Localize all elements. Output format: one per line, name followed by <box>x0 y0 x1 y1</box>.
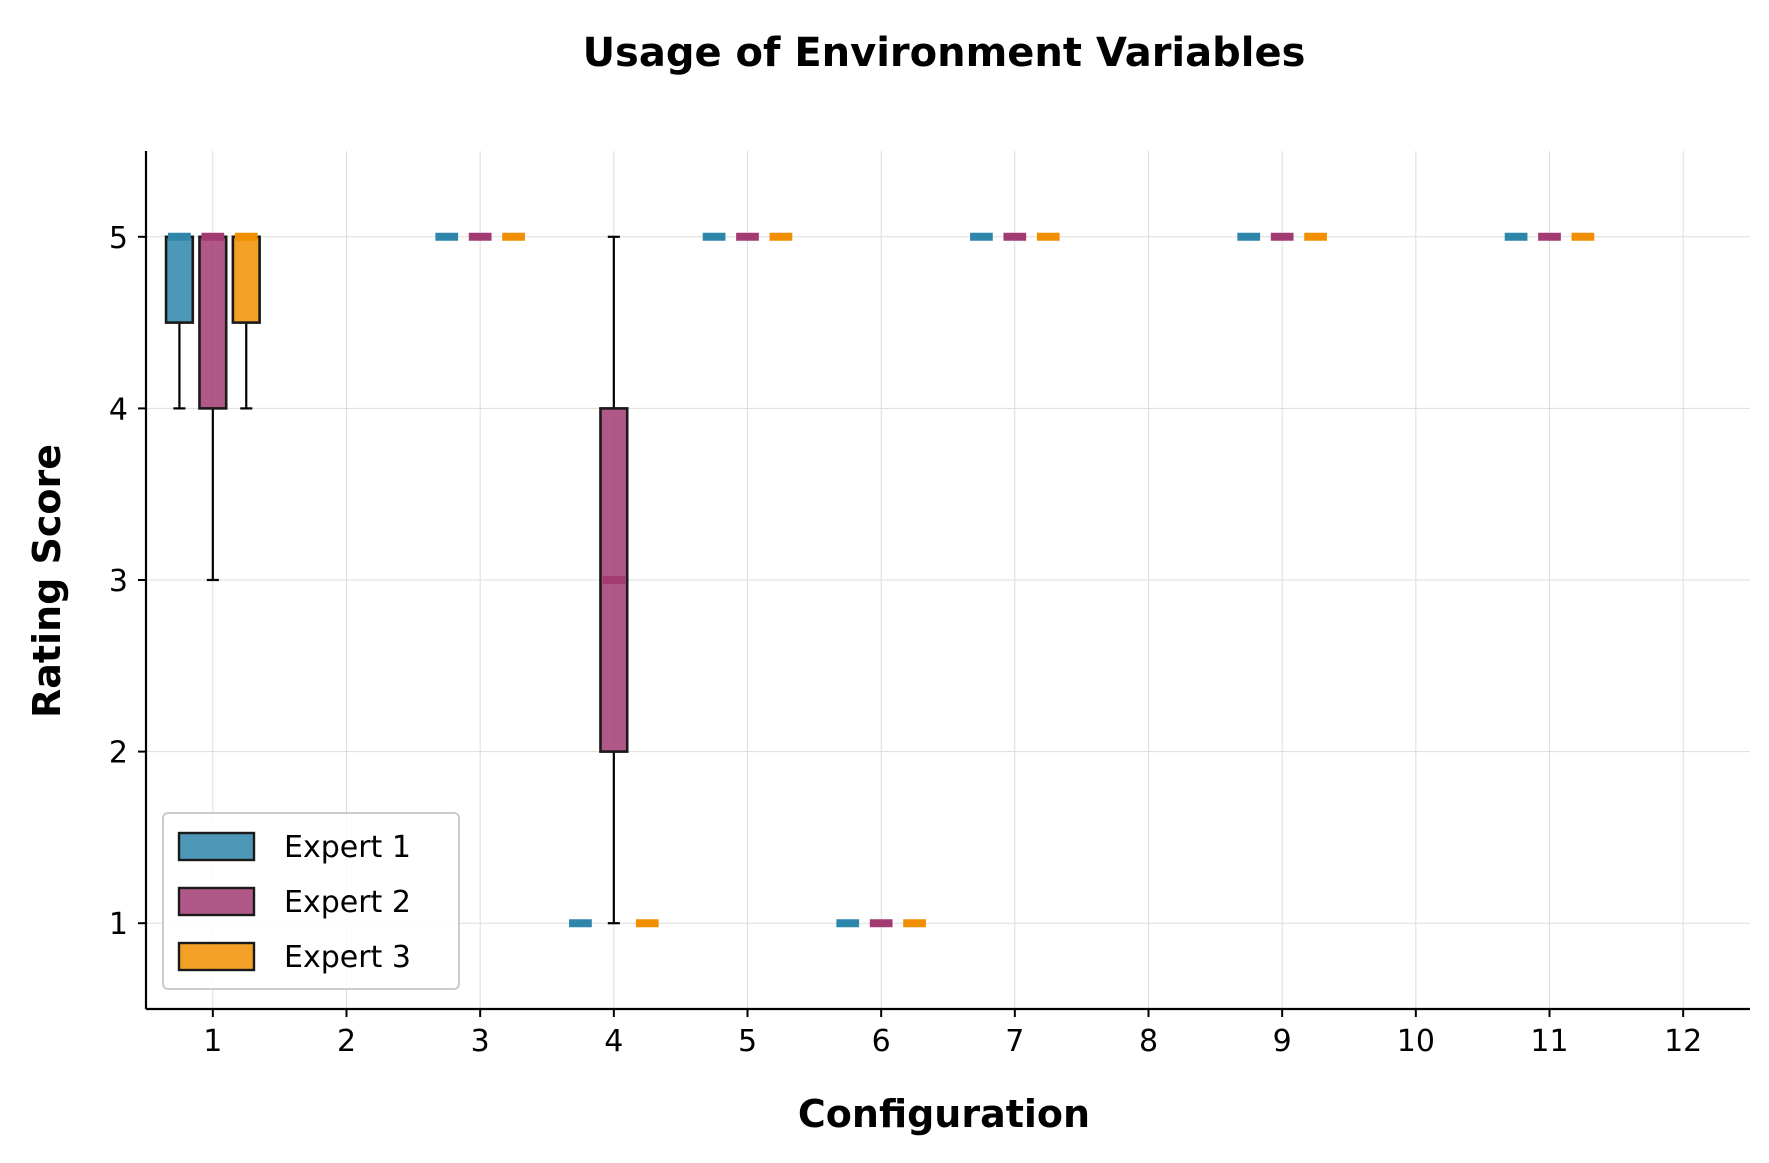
axes <box>138 151 1750 1017</box>
box-expert-3-config-1 <box>231 232 261 410</box>
x-tick-label: 8 <box>1139 1024 1158 1059</box>
x-tick-label: 7 <box>1005 1024 1024 1059</box>
box-body <box>164 235 195 324</box>
x-tick-label: 9 <box>1273 1024 1292 1059</box>
x-tick-label: 5 <box>738 1024 757 1059</box>
box-expert-1-config-1 <box>164 232 195 410</box>
x-tick-label: 6 <box>872 1024 891 1059</box>
y-tick-label: 5 <box>109 221 128 256</box>
y-tick-label: 2 <box>109 736 128 771</box>
box-body <box>198 235 228 410</box>
series-expert-1 <box>164 232 1528 928</box>
y-tick-label: 1 <box>109 907 128 942</box>
box-expert-2-config-4 <box>599 235 629 925</box>
legend-label: Expert 1 <box>284 830 411 865</box>
legend-label: Expert 2 <box>284 885 411 920</box>
legend-label: Expert 3 <box>284 940 411 975</box>
x-axis-label: Configuration <box>798 1092 1090 1136</box>
y-axis-label: Rating Score <box>25 444 69 718</box>
box-body <box>231 235 261 324</box>
x-tick-label: 11 <box>1530 1024 1568 1059</box>
box-expert-2-config-1 <box>198 232 228 582</box>
legend-swatch <box>177 941 256 972</box>
x-tick-label: 4 <box>604 1024 623 1059</box>
y-tick-label: 4 <box>109 392 128 427</box>
x-tick-label: 1 <box>203 1024 222 1059</box>
legend-swatch <box>177 831 256 862</box>
box-series <box>164 232 1595 928</box>
legend: Expert 1 Expert 2 Expert 3 <box>162 812 460 990</box>
series-expert-2 <box>198 232 1561 928</box>
y-tick-label: 3 <box>109 564 128 599</box>
legend-item-expert-1: Expert 1 <box>177 830 411 865</box>
grid-lines <box>146 151 1750 1009</box>
legend-item-expert-2: Expert 2 <box>177 885 411 920</box>
x-tick-label: 12 <box>1664 1024 1702 1059</box>
x-tick-label: 10 <box>1397 1024 1435 1059</box>
legend-swatch <box>177 886 256 917</box>
legend-item-expert-3: Expert 3 <box>177 940 411 975</box>
x-tick-label: 2 <box>337 1024 356 1059</box>
series-expert-3 <box>231 232 1595 928</box>
x-tick-label: 3 <box>471 1024 490 1059</box>
chart-title: Usage of Environment Variables <box>583 30 1306 76</box>
